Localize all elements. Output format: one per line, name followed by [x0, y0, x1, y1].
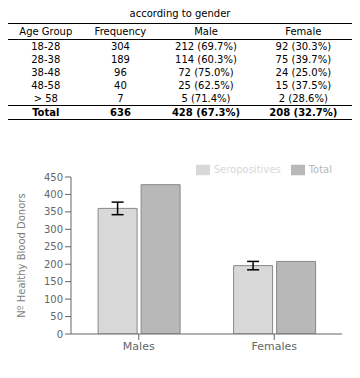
html-text:Frequency: Frequency — [94, 26, 147, 37]
html-text:Total: Total — [32, 107, 60, 118]
html-text:18-28: 18-28 — [31, 41, 61, 52]
html-text:636: 636 — [110, 107, 131, 118]
svg-text:450: 450 — [44, 172, 63, 183]
svg-text:Males: Males — [123, 340, 155, 353]
svg-text:Females: Females — [251, 340, 297, 353]
svg-text:200: 200 — [44, 259, 63, 270]
html-text:92 (30.3%): 92 (30.3%) — [275, 41, 332, 52]
svg-text:400: 400 — [44, 189, 63, 200]
html-text:48-58: 48-58 — [31, 80, 61, 91]
html-text:24 (25.0%): 24 (25.0%) — [275, 67, 332, 78]
html-text:114 (60.3%): 114 (60.3%) — [175, 54, 237, 65]
svg-text:150: 150 — [44, 276, 63, 287]
html-text:Female: Female — [285, 26, 322, 37]
html-text:25 (62.5%): 25 (62.5%) — [178, 80, 234, 91]
svg-text:350: 350 — [44, 206, 63, 217]
html-text:38-48: 38-48 — [31, 67, 61, 78]
html-text:Total: Total — [308, 164, 332, 175]
html-text:5 (71.4%): 5 (71.4%) — [181, 93, 231, 104]
svg-text:100: 100 — [44, 294, 63, 305]
html-text:28-38: 28-38 — [31, 54, 61, 65]
svg-text:300: 300 — [44, 224, 63, 235]
html-text:Age Group: Age Group — [19, 26, 73, 37]
svg-text:Nº Healthy Blood Donors: Nº Healthy Blood Donors — [16, 193, 27, 317]
html-text:Seropositives: Seropositives — [213, 164, 281, 175]
html-text:75 (39.7%): 75 (39.7%) — [275, 54, 332, 65]
html-text:212 (69.7%): 212 (69.7%) — [175, 41, 237, 52]
html-text:189: 189 — [110, 54, 130, 65]
html-text:208 (32.7%): 208 (32.7%) — [269, 107, 338, 118]
svg-text:250: 250 — [44, 241, 63, 252]
html-text:Male: Male — [194, 26, 218, 37]
html-text:428 (67.3%): 428 (67.3%) — [171, 107, 241, 118]
html-text:40: 40 — [114, 80, 127, 91]
svg-text:0: 0 — [57, 329, 63, 340]
html-text:15 (37.5%): 15 (37.5%) — [275, 80, 332, 91]
html-text:72 (75.0%): 72 (75.0%) — [178, 67, 234, 78]
html-text:96: 96 — [114, 67, 127, 78]
html-text:304: 304 — [110, 41, 130, 52]
svg-text:50: 50 — [50, 311, 63, 322]
html-text:> 58: > 58 — [33, 93, 58, 104]
html-text:7: 7 — [117, 93, 124, 104]
html-text:according to gender: according to gender — [129, 8, 231, 19]
html-text:2 (28.6%): 2 (28.6%) — [278, 93, 328, 104]
